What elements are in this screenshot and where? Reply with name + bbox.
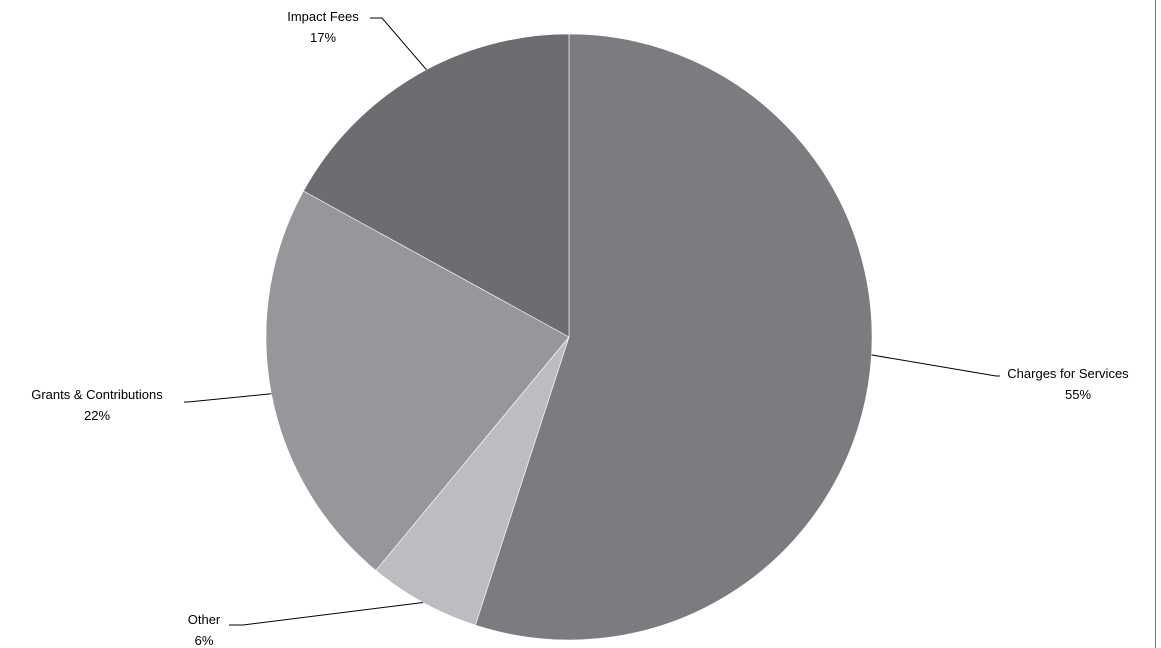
leader-lines [184, 17, 1000, 626]
leader-line-charges-for-services [871, 354, 1000, 377]
slice-impact-fees [303, 33, 570, 338]
frame-edge [1155, 0, 1156, 648]
label-charges-for-services: Charges for Services [1007, 366, 1129, 381]
leader-line-other [229, 602, 424, 626]
leader-line-impact-fees [370, 17, 427, 70]
leader-line-grants-contributions [184, 393, 272, 403]
slice-labels: Charges for Services 55% Other 6% Grants… [31, 9, 1129, 648]
label-other: Other [188, 612, 221, 627]
pie-slices [265, 33, 873, 641]
slice-charges-for-services [474, 33, 873, 641]
label-grants-contributions: Grants & Contributions [31, 387, 163, 402]
label-impact-fees: Impact Fees [287, 9, 359, 24]
slice-grants-contributions [265, 190, 570, 571]
value-impact-fees: 17% [310, 30, 336, 45]
value-grants-contributions: 22% [84, 408, 110, 423]
value-other: 6% [195, 633, 214, 648]
value-charges-for-services: 55% [1065, 387, 1091, 402]
